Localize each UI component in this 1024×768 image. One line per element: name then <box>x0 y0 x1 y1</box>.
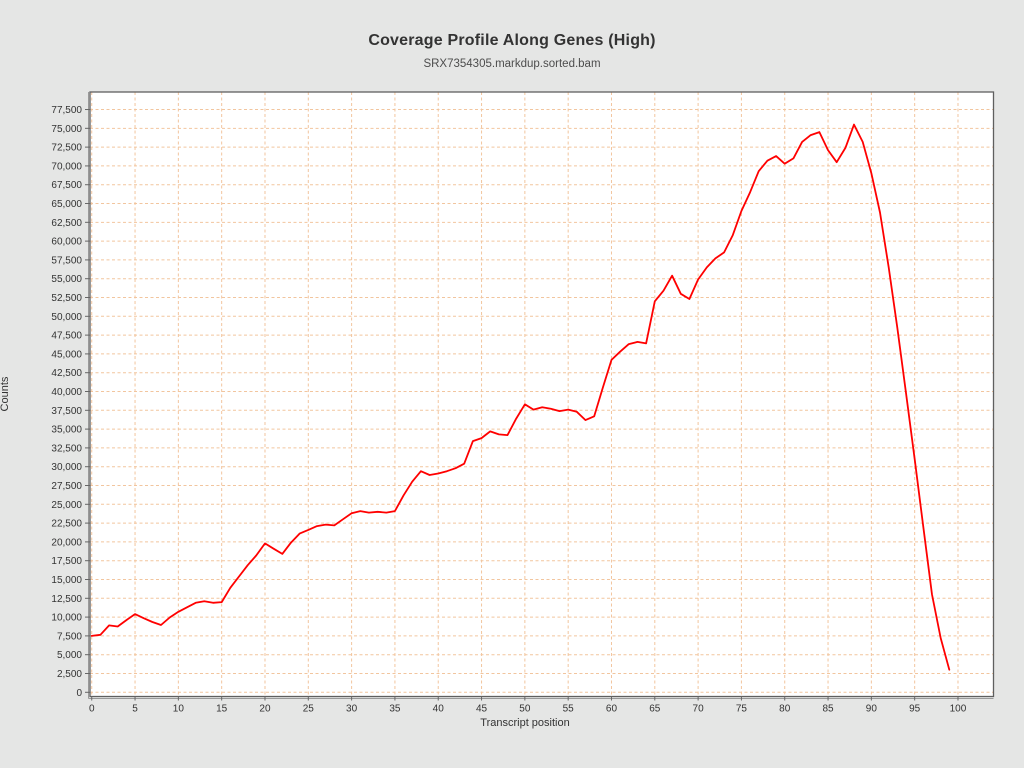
x-tick-label: 50 <box>519 704 531 715</box>
y-tick-label: 62,500 <box>51 218 82 229</box>
x-tick-label: 20 <box>259 704 271 715</box>
y-tick-label: 20,000 <box>51 537 82 548</box>
y-tick-label: 50,000 <box>51 312 82 323</box>
y-tick-label: 67,500 <box>51 180 82 191</box>
x-tick-label: 80 <box>779 704 791 715</box>
y-tick-label: 72,500 <box>51 143 82 154</box>
y-tick-label: 57,500 <box>51 255 82 266</box>
x-tick-label: 60 <box>606 704 618 715</box>
x-tick-label: 35 <box>389 704 401 715</box>
y-tick-label: 32,500 <box>51 443 82 454</box>
x-tick-label: 30 <box>346 704 358 715</box>
x-tick-label: 10 <box>173 704 185 715</box>
y-tick-label: 12,500 <box>51 594 82 605</box>
x-tick-label: 15 <box>216 704 228 715</box>
y-tick-label: 40,000 <box>51 387 82 398</box>
x-tick-label: 55 <box>563 704 575 715</box>
y-tick-label: 75,000 <box>51 124 82 135</box>
y-tick-label: 7,500 <box>57 631 82 642</box>
x-tick-label: 45 <box>476 704 488 715</box>
y-tick-label: 65,000 <box>51 199 82 210</box>
plot-area <box>90 92 994 697</box>
y-tick-label: 2,500 <box>57 669 82 680</box>
y-tick-label: 30,000 <box>51 462 82 473</box>
chart-title: Coverage Profile Along Genes (High) <box>368 32 656 49</box>
x-tick-label: 75 <box>736 704 748 715</box>
y-tick-label: 0 <box>76 688 82 699</box>
y-tick-label: 77,500 <box>51 105 82 116</box>
x-tick-label: 95 <box>909 704 921 715</box>
y-tick-label: 22,500 <box>51 519 82 530</box>
y-tick-label: 27,500 <box>51 481 82 492</box>
y-tick-label: 70,000 <box>51 161 82 172</box>
y-tick-label: 5,000 <box>57 650 82 661</box>
x-tick-label: 65 <box>649 704 661 715</box>
coverage-series-line <box>90 123 951 671</box>
x-tick-label: 100 <box>950 704 967 715</box>
y-tick-label: 42,500 <box>51 368 82 379</box>
plot-border <box>89 91 995 698</box>
x-tick-label: 25 <box>303 704 315 715</box>
x-tick-label: 85 <box>822 704 834 715</box>
x-tick-label: 70 <box>693 704 705 715</box>
y-tick-label: 55,000 <box>51 274 82 285</box>
y-tick-label: 47,500 <box>51 331 82 342</box>
chart-subtitle: SRX7354305.markdup.sorted.bam <box>423 58 601 70</box>
y-tick-label: 25,000 <box>51 500 82 511</box>
x-tick-label: 5 <box>132 704 138 715</box>
x-tick-label: 0 <box>89 704 95 715</box>
y-tick-label: 10,000 <box>51 613 82 624</box>
y-tick-label: 37,500 <box>51 406 82 417</box>
y-tick-label: 17,500 <box>51 556 82 567</box>
x-axis-title: Transcript position <box>480 717 570 729</box>
x-tick-label: 40 <box>433 704 445 715</box>
y-tick-label: 45,000 <box>51 349 82 360</box>
x-tick-label: 90 <box>866 704 878 715</box>
y-tick-label: 35,000 <box>51 425 82 436</box>
y-tick-label: 15,000 <box>51 575 82 586</box>
y-tick-label: 52,500 <box>51 293 82 304</box>
y-tick-label: 60,000 <box>51 237 82 248</box>
y-axis-title: Counts <box>0 376 11 412</box>
